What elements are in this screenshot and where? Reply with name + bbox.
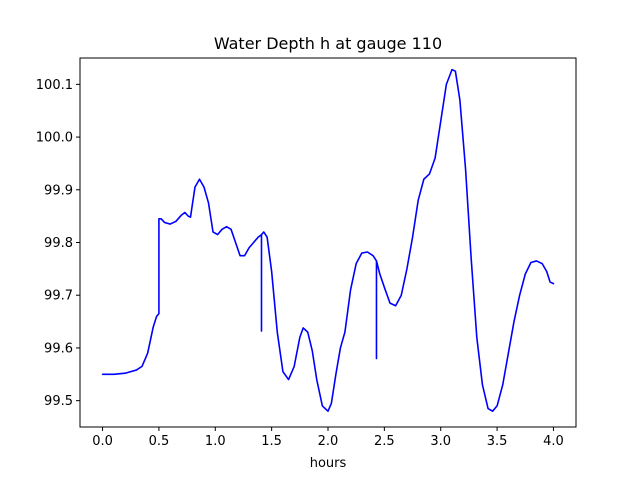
- y-tick-label: 99.5: [44, 394, 73, 409]
- y-tick-label: 99.9: [44, 183, 73, 198]
- y-tick-label: 100.1: [36, 78, 73, 93]
- x-tick-label: 4.0: [543, 434, 564, 449]
- x-tick-label: 0.0: [92, 434, 113, 449]
- x-tick-label: 0.5: [149, 434, 170, 449]
- x-tick-label: 1.0: [205, 434, 226, 449]
- x-tick-label: 1.5: [261, 434, 282, 449]
- y-tick-label: 99.6: [44, 341, 73, 356]
- y-tick-label: 100.0: [36, 131, 73, 146]
- plot-area: [101, 68, 555, 412]
- axes: 0.0 0.5 1.0 1.5 2.0 2.5 3.0 3.5 4.0 99.5 99.6 99.7 9…: [36, 57, 577, 449]
- x-tick-label: 2.5: [374, 434, 395, 449]
- x-tick-label: 2.0: [318, 434, 339, 449]
- x-tick-label: 3.0: [430, 434, 451, 449]
- y-tick-label: 99.7: [44, 289, 73, 304]
- x-tick-label: 3.5: [487, 434, 508, 449]
- y-tick-label: 99.8: [44, 236, 73, 251]
- chart-title: Water Depth h at gauge 110: [214, 34, 442, 53]
- x-axis-label: hours: [310, 456, 347, 471]
- series-line-0: [101, 68, 555, 412]
